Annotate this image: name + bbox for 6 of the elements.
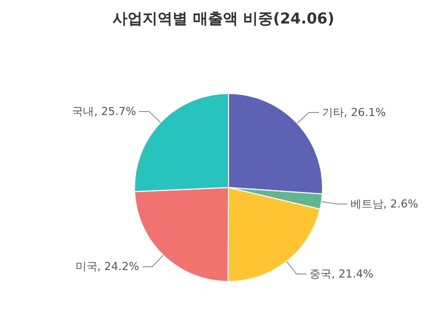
slice-label: 중국, 21.4% — [309, 267, 374, 280]
slice-label: 기타, 26.1% — [322, 106, 386, 119]
slice-label: 국내, 25.7% — [72, 104, 136, 118]
slice-label: 미국, 24.2% — [75, 260, 140, 274]
chart-title: 사업지역별 매출액 비중(24.06) — [112, 10, 334, 28]
slice-label: 베트남, 2.6% — [350, 198, 418, 211]
